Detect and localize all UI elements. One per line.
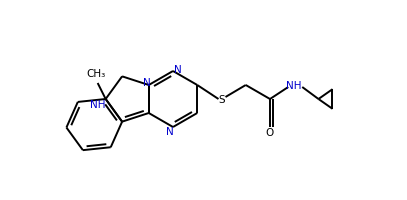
Text: NH: NH (90, 100, 105, 109)
Text: N: N (166, 126, 174, 136)
Text: O: O (266, 127, 274, 137)
Text: N: N (174, 65, 182, 75)
Text: CH₃: CH₃ (86, 69, 105, 79)
Text: S: S (218, 95, 225, 104)
Text: N: N (143, 78, 151, 88)
Text: NH: NH (287, 81, 302, 91)
